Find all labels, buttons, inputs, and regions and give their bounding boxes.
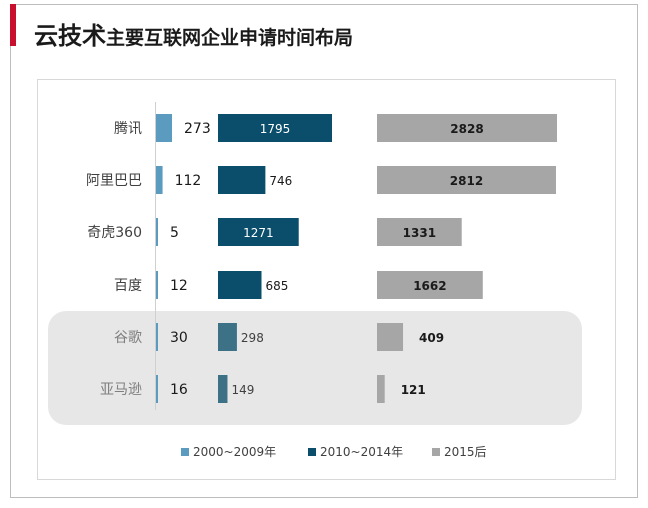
bar-s1 [218, 114, 332, 142]
data-label-s1: 685 [266, 279, 289, 293]
title-sub: 主要互联网企业申请时间布局 [106, 27, 354, 49]
data-label-s1: 1271 [243, 226, 274, 240]
legend-item-2: 2015后 [432, 443, 487, 460]
title-main: 云技术 [34, 22, 106, 50]
bar-s2 [377, 375, 385, 403]
bar-s0 [156, 323, 158, 351]
title-accent-bar [10, 4, 16, 46]
data-label-s2: 1662 [413, 279, 446, 293]
page-title: 云技术主要互联网企业申请时间布局 [34, 24, 353, 48]
bar-s0 [156, 375, 158, 403]
category-label: 百度 [114, 278, 142, 294]
legend-item-0: 2000~2009年 [181, 443, 276, 460]
category-label: 奇虎360 [87, 224, 142, 241]
data-label-s0: 16 [170, 382, 188, 398]
category-label: 阿里巴巴 [86, 173, 142, 189]
data-label-s2: 409 [419, 331, 444, 345]
category-label: 亚马逊 [100, 382, 142, 398]
legend-swatch-2 [432, 447, 440, 456]
data-label-s1: 1795 [260, 122, 291, 136]
legend-label-0: 2000~2009年 [193, 445, 277, 459]
data-label-s0: 12 [170, 278, 188, 294]
data-label-s1: 149 [231, 383, 254, 397]
bar-s2 [377, 271, 483, 299]
legend-swatch-1 [308, 447, 316, 456]
data-label-s1: 746 [269, 174, 292, 188]
legend-label-1: 2010~2014年 [320, 445, 404, 459]
data-label-s0: 30 [170, 330, 188, 346]
data-label-s2: 121 [401, 383, 426, 397]
category-label: 腾讯 [114, 120, 142, 137]
bar-s0 [156, 166, 163, 194]
bar-s2 [377, 114, 557, 142]
bar-s1 [218, 271, 262, 299]
bar-s0 [156, 218, 158, 246]
data-label-s2: 2828 [450, 122, 483, 136]
category-label: 谷歌 [114, 330, 142, 346]
bar-s2 [377, 166, 556, 194]
data-label-s2: 2812 [450, 174, 483, 188]
data-label-s0: 112 [175, 173, 202, 189]
data-label-s0: 273 [184, 121, 211, 137]
chart-legend: 2000~2009年 2010~2014年 2015后 [0, 443, 648, 463]
legend-label-2: 2015后 [444, 445, 487, 459]
bar-s1 [218, 166, 266, 194]
legend-swatch-0 [181, 447, 189, 456]
data-label-s2: 1331 [403, 226, 436, 240]
bar-s1 [218, 375, 228, 403]
bar-s1 [218, 218, 299, 246]
bar-s2 [377, 218, 462, 246]
data-label-s1: 298 [241, 331, 264, 345]
highlight-band [48, 311, 582, 425]
bar-s2 [377, 323, 404, 351]
legend-item-1: 2010~2014年 [308, 443, 403, 460]
bar-s0 [156, 114, 172, 142]
bar-s0 [156, 271, 158, 299]
bar-s1 [218, 323, 237, 351]
data-label-s0: 5 [170, 225, 179, 241]
